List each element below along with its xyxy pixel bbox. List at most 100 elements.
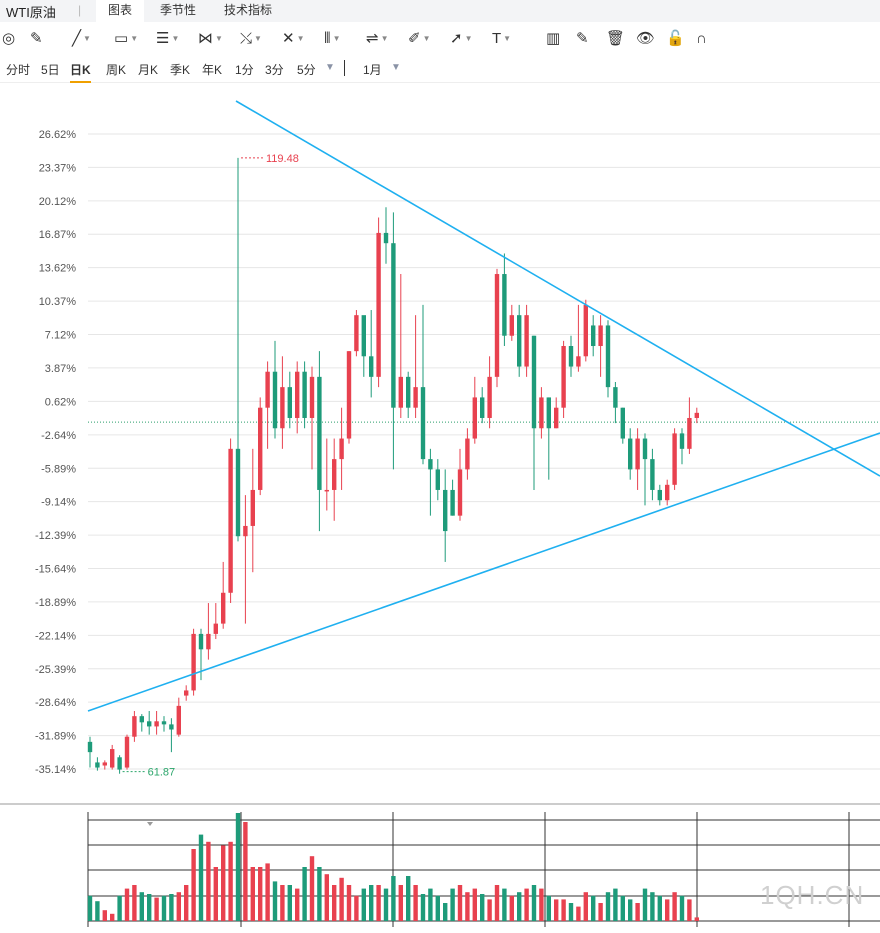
volume-bar xyxy=(413,885,418,921)
y-axis-label: 10.37% xyxy=(39,296,77,308)
period-daily[interactable]: 日K xyxy=(70,61,91,83)
volume-bar xyxy=(428,888,433,921)
volume-bar xyxy=(117,895,122,921)
candle-body xyxy=(554,407,559,429)
volume-bar xyxy=(420,894,426,921)
dropdown-caret-icon[interactable]: ▼ xyxy=(380,34,389,44)
range-selector[interactable]: 1月 xyxy=(363,63,382,77)
period-3-min[interactable]: 3分 xyxy=(265,63,284,77)
volume-bar xyxy=(184,885,189,921)
delete-icon[interactable]: 🗑 xyxy=(606,30,626,47)
candle-body xyxy=(102,762,107,766)
watermark: 1QH.CN xyxy=(760,880,865,910)
volume-bar xyxy=(332,885,337,921)
dropdown-caret-icon[interactable]: ▼ xyxy=(422,34,431,44)
candle-body xyxy=(561,346,566,408)
more-periods-caret-icon[interactable]: ▼ xyxy=(325,62,335,73)
volume-bar xyxy=(443,903,448,921)
period-1-min[interactable]: 1分 xyxy=(235,63,254,77)
period-intraday[interactable]: 分时 xyxy=(6,63,31,77)
volume-bar xyxy=(679,895,685,921)
eye-icon[interactable]: 👁 xyxy=(636,30,656,47)
pattern-tool-icon[interactable]: ⋈ ▼ xyxy=(198,30,223,47)
dropdown-caret-icon[interactable]: ▼ xyxy=(464,34,473,44)
candle-body xyxy=(687,417,692,449)
volume-bar xyxy=(531,885,537,921)
volume-bar xyxy=(124,888,130,921)
magnet-lock-icon[interactable]: ∩ xyxy=(696,30,707,47)
period-weekly[interactable]: 周K xyxy=(106,63,127,77)
candle-body xyxy=(95,762,100,768)
period-5-day[interactable]: 5日 xyxy=(41,63,60,77)
tab-technical-indicators[interactable]: 技术指标 xyxy=(224,3,273,17)
trendline xyxy=(235,100,880,477)
volume-bar xyxy=(517,892,522,921)
pencil-icon[interactable]: ✎ xyxy=(30,30,43,47)
wave-tool-icon[interactable]: ⤯ ▼ xyxy=(240,30,262,47)
measure-tool-icon[interactable]: ⇌ ▼ xyxy=(366,30,389,47)
candle-body xyxy=(87,741,93,753)
dropdown-caret-icon[interactable]: ▼ xyxy=(332,34,341,44)
candle-body xyxy=(472,397,477,439)
indicator-icon[interactable]: ▥ xyxy=(546,30,561,47)
fib-tool-icon[interactable]: ⦀ ▼ xyxy=(324,30,341,47)
y-axis-label: 23.37% xyxy=(39,162,77,174)
candle-body xyxy=(169,724,174,730)
gann-tool-icon[interactable]: ✕ ▼ xyxy=(282,30,305,47)
dropdown-caret-icon[interactable]: ▼ xyxy=(171,34,180,44)
volume-bar xyxy=(243,822,248,921)
volume-bar xyxy=(95,901,100,921)
dropdown-caret-icon[interactable]: ▼ xyxy=(503,34,512,44)
candle-body xyxy=(280,387,285,429)
candle-body xyxy=(568,346,574,367)
brush-tool-icon[interactable]: ✐ ▼ xyxy=(408,30,431,47)
volume-bar xyxy=(406,876,411,921)
dropdown-caret-icon[interactable]: ▼ xyxy=(83,34,91,44)
candle-body xyxy=(635,438,640,470)
tab-seasonality[interactable]: 季节性 xyxy=(160,3,197,17)
period-quarterly[interactable]: 季K xyxy=(170,63,191,77)
y-axis-label: -2.64% xyxy=(41,430,76,442)
arrow-tool-icon[interactable]: ➚ ▼ xyxy=(450,30,473,47)
volume-bar xyxy=(161,895,167,921)
volume-bar xyxy=(598,903,603,921)
period-bar: 分时 5日 日K 周K 月K 季K 年K 1分 3分 5分 ▼ 1月 ▼ xyxy=(0,56,880,83)
volume-bar xyxy=(228,841,233,921)
candle-body xyxy=(176,705,181,735)
y-axis-label: 20.12% xyxy=(39,196,77,208)
candle-body xyxy=(369,356,374,377)
dropdown-caret-icon[interactable]: ▼ xyxy=(130,34,139,44)
rectangle-tool-icon[interactable]: ▭ ▼ xyxy=(114,30,139,47)
volume-bar xyxy=(561,899,566,921)
edit-drawing-icon[interactable]: ✎ xyxy=(576,30,589,47)
range-caret-icon[interactable]: ▼ xyxy=(391,62,401,73)
candle-body xyxy=(206,633,211,650)
y-axis-label: 16.87% xyxy=(39,229,77,241)
y-axis-label: -15.64% xyxy=(35,564,76,576)
lock-icon[interactable]: 🔓 xyxy=(666,30,685,47)
parallel-lines-icon[interactable]: ☰ ▼ xyxy=(156,30,180,47)
dropdown-caret-icon[interactable]: ▼ xyxy=(296,34,305,44)
volume-bar xyxy=(258,867,263,921)
text-tool-icon[interactable]: T ▼ xyxy=(492,30,512,47)
candle-body xyxy=(124,736,130,768)
period-monthly[interactable]: 月K xyxy=(138,63,159,77)
candle-body xyxy=(354,315,359,352)
y-axis-label: -12.39% xyxy=(35,530,76,542)
candle-body xyxy=(317,376,322,490)
dropdown-caret-icon[interactable]: ▼ xyxy=(254,34,262,44)
candle-body xyxy=(679,433,685,449)
volume-bar xyxy=(591,895,596,921)
dropdown-caret-icon[interactable]: ▼ xyxy=(215,34,223,44)
candle-body xyxy=(694,412,699,418)
tab-chart[interactable]: 图表 xyxy=(96,0,145,22)
line-tool-icon[interactable]: ╱ ▼ xyxy=(72,30,91,47)
volume-bar xyxy=(635,903,640,921)
candle-body xyxy=(117,757,122,770)
volume-bar xyxy=(198,834,204,921)
period-5-min[interactable]: 5分 xyxy=(297,63,316,77)
period-yearly[interactable]: 年K xyxy=(202,63,223,77)
min-price-label: 61.87 xyxy=(148,767,176,779)
magnet-icon[interactable]: ◎ xyxy=(2,30,16,47)
